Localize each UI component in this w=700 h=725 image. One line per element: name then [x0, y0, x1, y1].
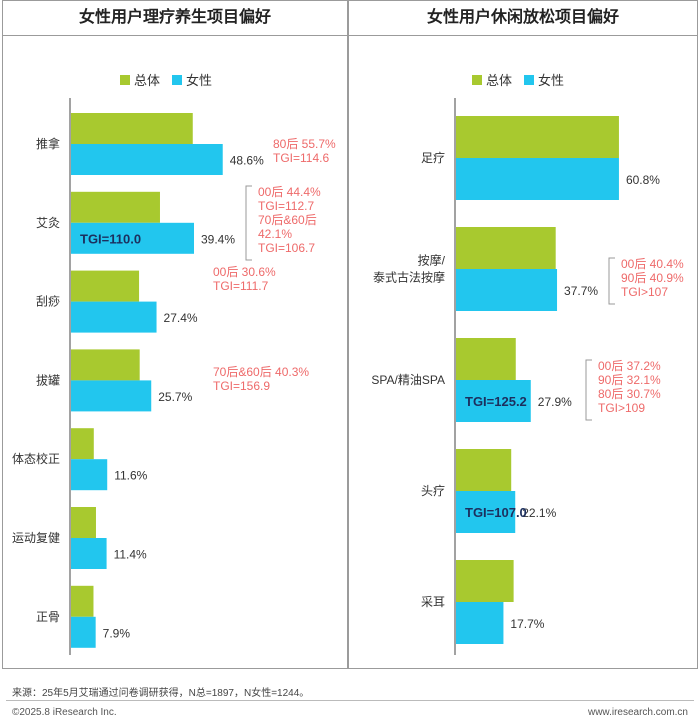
annotation-text: 90后 32.1%	[598, 373, 661, 387]
data-label: 22.1%	[522, 506, 556, 520]
bar-total	[71, 585, 94, 617]
category-label: 采耳	[421, 595, 445, 609]
bar-female	[456, 158, 619, 200]
annotation-text: 70后&60后 40.3%	[213, 365, 309, 379]
bar-total	[456, 449, 512, 491]
data-label: 11.6%	[114, 469, 147, 483]
annotation-text: 90后 40.9%	[621, 271, 684, 285]
legend-label-total: 总体	[486, 73, 513, 88]
bar-total	[456, 338, 516, 380]
annotation-text: 00后 40.4%	[621, 257, 684, 271]
legend-swatch-total	[120, 74, 130, 85]
annotation-text: 42.1%	[258, 227, 292, 241]
bar-female	[456, 380, 531, 422]
data-label: 27.9%	[538, 395, 572, 409]
category-label: 运动复健	[12, 531, 60, 545]
data-label: 25.7%	[158, 390, 192, 404]
bar-total	[71, 270, 140, 302]
annotation-text: 80后 55.7%	[273, 137, 336, 151]
legend-item-female: 女性	[172, 70, 212, 89]
category-label: 足疗	[421, 151, 445, 165]
footer-divider	[6, 700, 694, 701]
annotation-text: 80后 30.7%	[598, 387, 661, 401]
legend-swatch-female	[172, 74, 183, 85]
annotation-text: 00后 30.6%	[213, 265, 276, 279]
category-label: 正骨	[36, 610, 60, 624]
legend-label-female: 女性	[186, 73, 213, 88]
bar-total	[71, 428, 94, 460]
footer-source: 来源：25年5月艾瑞通过问卷调研获得，N总=1897，N女性=1244。	[12, 688, 310, 699]
right-panel-frame	[348, 0, 698, 669]
legend-item-female: 女性	[524, 70, 564, 89]
right-chart-title: 女性用户休闲放松项目偏好	[348, 0, 698, 36]
annotation-text: TGI>107	[621, 285, 668, 299]
data-label: 27.4%	[164, 311, 198, 325]
data-label: 48.6%	[230, 154, 264, 168]
category-label: 推拿	[36, 136, 60, 151]
bar-total	[456, 227, 556, 269]
left-chart-title: 女性用户理疗养生项目偏好	[2, 0, 348, 36]
annotation-text: TGI=111.7	[213, 279, 269, 293]
bar-female	[71, 301, 157, 333]
category-label: 头疗	[421, 484, 445, 498]
category-label: 按摩/	[418, 253, 446, 268]
bar-total	[71, 507, 96, 538]
data-label: 37.7%	[564, 284, 598, 298]
tgi-badge: TGI=110.0	[80, 231, 141, 246]
bar-total	[71, 113, 193, 144]
legend-swatch-female	[524, 74, 535, 85]
category-label: 泰式古法按摩	[373, 270, 445, 285]
bar-total	[456, 116, 619, 158]
annotation-text: TGI=112.7	[258, 199, 314, 213]
charts-canvas: 48.6% 推拿 39.4% 艾灸 27.4% 刮痧 25.7% 拔罐 11.6% 体态校正 11.…	[12, 98, 684, 655]
category-label: 体态校正	[12, 451, 60, 466]
category-label: SPA/精油SPA	[371, 373, 445, 387]
bar-female	[71, 380, 152, 412]
bar-female	[71, 459, 108, 491]
bar-female	[71, 538, 107, 569]
bar-total	[71, 191, 160, 223]
right-legend: 总体 女性	[472, 70, 576, 89]
category-label: 拔罐	[36, 372, 60, 387]
annotation-text: TGI=156.9	[213, 379, 270, 393]
bar-female	[456, 491, 516, 533]
category-label: 艾灸	[36, 216, 60, 230]
footer-copyright: ©2025.8 iResearch Inc.	[12, 707, 117, 718]
bar-female	[456, 269, 558, 311]
annotation-text: 70后&60后	[258, 213, 317, 227]
bar-female	[71, 222, 195, 254]
tgi-badge: TGI=125.2	[465, 394, 527, 409]
left-legend: 总体 女性	[120, 70, 224, 89]
legend-item-total: 总体	[120, 70, 160, 89]
category-label: 刮痧	[36, 294, 60, 309]
bar-total	[456, 560, 514, 602]
annotation-text: TGI=106.7	[258, 241, 315, 255]
footer-website: www.iresearch.com.cn	[587, 707, 688, 718]
annotation-bracket	[245, 185, 252, 261]
legend-item-total: 总体	[472, 70, 512, 89]
legend-swatch-total	[472, 74, 482, 85]
annotation-bracket	[608, 257, 615, 305]
data-label: 17.7%	[510, 617, 544, 631]
data-label: 7.9%	[103, 626, 131, 640]
annotation-text: TGI=114.6	[273, 151, 329, 165]
annotation-text: TGI>109	[598, 401, 645, 415]
left-panel-frame	[2, 0, 348, 669]
bar-female	[456, 602, 504, 644]
data-label: 11.4%	[114, 548, 147, 562]
annotation-text: 00后 44.4%	[258, 185, 321, 199]
annotation-text: 00后 37.2%	[598, 359, 661, 373]
legend-label-total: 总体	[134, 73, 161, 88]
annotation-bracket	[585, 359, 592, 421]
tgi-badge: TGI=107.0	[465, 505, 527, 520]
data-label: 60.8%	[626, 173, 660, 187]
bar-female	[71, 616, 96, 648]
data-label: 39.4%	[201, 232, 235, 246]
legend-label-female: 女性	[538, 73, 565, 88]
bar-total	[71, 349, 140, 381]
bar-female	[71, 144, 223, 175]
